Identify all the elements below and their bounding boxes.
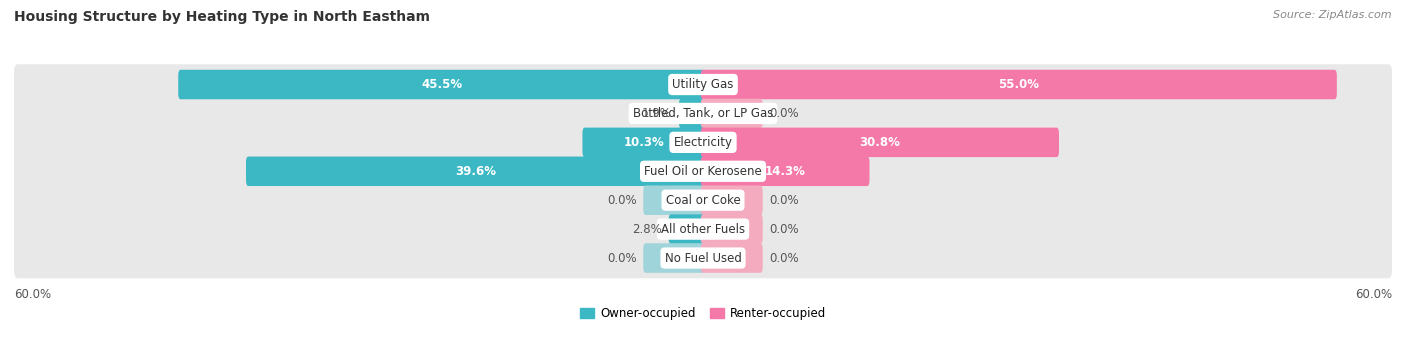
Text: 55.0%: 55.0% [998,78,1039,91]
Text: Source: ZipAtlas.com: Source: ZipAtlas.com [1274,10,1392,20]
Text: Utility Gas: Utility Gas [672,78,734,91]
FancyBboxPatch shape [14,64,1392,105]
Text: 0.0%: 0.0% [769,194,799,207]
FancyBboxPatch shape [644,243,706,273]
FancyBboxPatch shape [669,214,706,244]
Text: Bottled, Tank, or LP Gas: Bottled, Tank, or LP Gas [633,107,773,120]
Text: No Fuel Used: No Fuel Used [665,252,741,265]
FancyBboxPatch shape [14,151,1392,192]
FancyBboxPatch shape [700,186,762,215]
Text: Housing Structure by Heating Type in North Eastham: Housing Structure by Heating Type in Nor… [14,10,430,24]
Text: 39.6%: 39.6% [456,165,496,178]
FancyBboxPatch shape [700,70,1337,99]
FancyBboxPatch shape [679,99,706,128]
Text: 45.5%: 45.5% [422,78,463,91]
FancyBboxPatch shape [700,157,869,186]
Text: Coal or Coke: Coal or Coke [665,194,741,207]
FancyBboxPatch shape [582,128,706,157]
Text: 14.3%: 14.3% [765,165,806,178]
Legend: Owner-occupied, Renter-occupied: Owner-occupied, Renter-occupied [575,302,831,325]
FancyBboxPatch shape [14,93,1392,134]
Text: 60.0%: 60.0% [1355,288,1392,301]
Text: 10.3%: 10.3% [623,136,664,149]
FancyBboxPatch shape [179,70,706,99]
FancyBboxPatch shape [700,128,1059,157]
Text: 0.0%: 0.0% [607,194,637,207]
Text: 2.8%: 2.8% [631,223,662,236]
Text: 60.0%: 60.0% [14,288,51,301]
FancyBboxPatch shape [700,214,762,244]
FancyBboxPatch shape [700,243,762,273]
FancyBboxPatch shape [14,209,1392,249]
Text: 0.0%: 0.0% [769,252,799,265]
Text: 0.0%: 0.0% [769,223,799,236]
Text: All other Fuels: All other Fuels [661,223,745,236]
Text: 0.0%: 0.0% [607,252,637,265]
FancyBboxPatch shape [14,180,1392,220]
Text: Electricity: Electricity [673,136,733,149]
Text: 0.0%: 0.0% [769,107,799,120]
Text: Fuel Oil or Kerosene: Fuel Oil or Kerosene [644,165,762,178]
FancyBboxPatch shape [14,238,1392,278]
FancyBboxPatch shape [14,122,1392,163]
FancyBboxPatch shape [246,157,706,186]
FancyBboxPatch shape [644,186,706,215]
Text: 30.8%: 30.8% [859,136,900,149]
FancyBboxPatch shape [700,99,762,128]
Text: 1.9%: 1.9% [643,107,672,120]
